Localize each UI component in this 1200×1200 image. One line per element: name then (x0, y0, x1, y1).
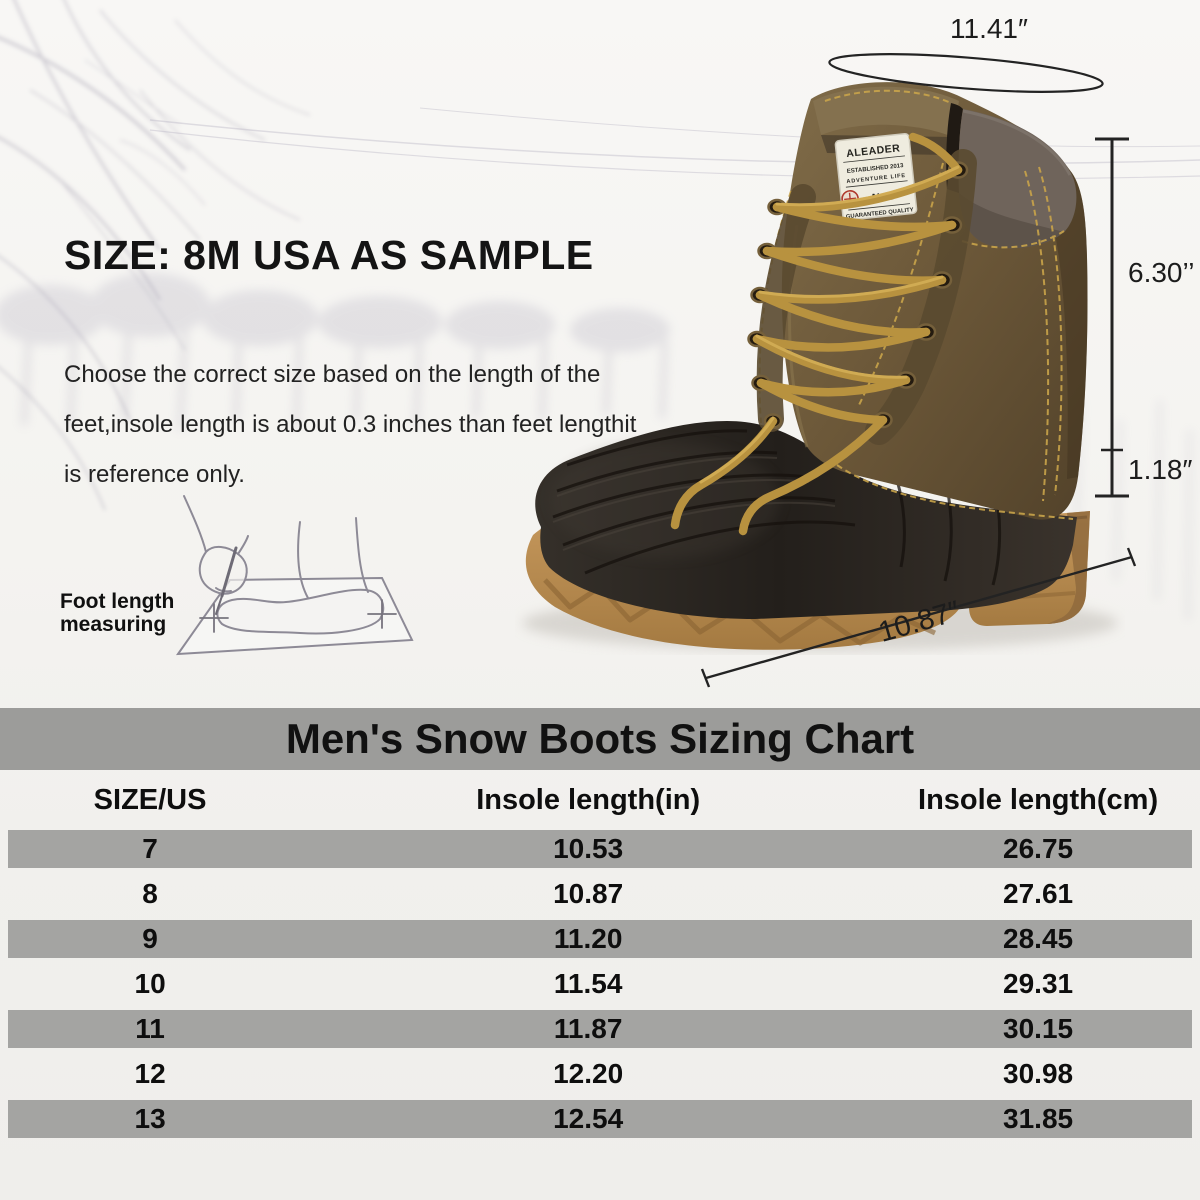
cell-insole-cm: 30.98 (1003, 1058, 1074, 1089)
column-header-insole-in: Insole length(in) (476, 783, 701, 816)
cell-insole-in: 12.20 (553, 1058, 624, 1089)
cell-insole-in: 11.54 (553, 968, 623, 999)
cell-size: 11 (135, 1013, 165, 1044)
cell-insole-in: 10.87 (553, 878, 624, 909)
table-row-size-11: 11 11.87 30.15 (8, 1010, 1192, 1048)
leg-line-back (355, 517, 369, 593)
size-description: Choose the correct size based on the len… (64, 361, 637, 488)
table-row-size-13: 13 12.54 31.85 (8, 1100, 1192, 1138)
shaft-height-dimension-line (1095, 137, 1129, 498)
sole-length-dimension-line (700, 547, 1137, 688)
cell-insole-in: 10.53 (553, 833, 624, 864)
table-row-size-8: 8 10.87 27.61 (8, 868, 1192, 920)
sizing-chart-banner: Men's Snow Boots Sizing Chart (0, 708, 1200, 770)
hand-with-pen (183, 495, 249, 615)
opening-circumference-ellipse (828, 53, 1104, 93)
cell-insole-in: 11.20 (553, 923, 623, 954)
boot-photo: ALEADER ESTABLISHED 2013 ADVENTURE LIFE … (522, 82, 1118, 651)
column-header-size-us: SIZE/US (93, 783, 207, 816)
heel-cross-mark (367, 599, 397, 629)
cell-size: 8 (142, 878, 158, 909)
sizing-chart: Men's Snow Boots Sizing Chart SIZE/US In… (0, 708, 1200, 1138)
cell-size: 10 (134, 968, 166, 999)
label-brand-text: ALEADER (846, 142, 901, 160)
cell-size: 9 (142, 923, 158, 954)
boot-tongue (813, 86, 959, 137)
tree-line (0, 273, 670, 431)
cell-insole-cm: 30.15 (1003, 1013, 1074, 1044)
cell-insole-cm: 27.61 (1003, 878, 1074, 909)
foot-outline (216, 588, 385, 635)
shaft-height-value: 6.30’’ (1128, 257, 1195, 288)
cell-insole-in: 12.54 (553, 1103, 624, 1134)
size-sample-title: SIZE: 8M USA AS SAMPLE (64, 232, 594, 278)
cell-size: 13 (134, 1103, 166, 1134)
opening-circumference-value: 11.41″ (950, 13, 1028, 44)
label-established-text: ESTABLISHED 2013 (847, 163, 905, 175)
cell-insole-cm: 31.85 (1003, 1103, 1074, 1134)
toe-cross-mark (199, 603, 229, 633)
table-row-size-12: 12 12.20 30.98 (8, 1048, 1192, 1100)
heel-height-value: 1.18″ (1128, 454, 1193, 485)
boot-laces (670, 132, 963, 536)
leg-line-front (297, 521, 309, 599)
foot-measuring-illustration (175, 495, 414, 656)
cell-size: 7 (142, 833, 158, 864)
sizing-chart-header-row: SIZE/US Insole length(in) Insole length(… (8, 770, 1192, 830)
table-row-size-9: 9 11.20 28.45 (8, 920, 1192, 958)
cell-size: 12 (134, 1058, 166, 1089)
cell-insole-in: 11.87 (553, 1013, 623, 1044)
foot-measuring-label: Foot length measuring (60, 590, 175, 636)
sizing-chart-title: Men's Snow Boots Sizing Chart (285, 715, 915, 762)
column-header-insole-cm: Insole length(cm) (918, 783, 1159, 816)
cell-insole-cm: 29.31 (1003, 968, 1074, 999)
table-row-size-7: 7 10.53 26.75 (8, 830, 1192, 868)
cell-insole-cm: 26.75 (1003, 833, 1074, 864)
cell-insole-cm: 28.45 (1003, 923, 1074, 954)
table-row-size-10: 10 11.54 29.31 (8, 958, 1192, 1010)
